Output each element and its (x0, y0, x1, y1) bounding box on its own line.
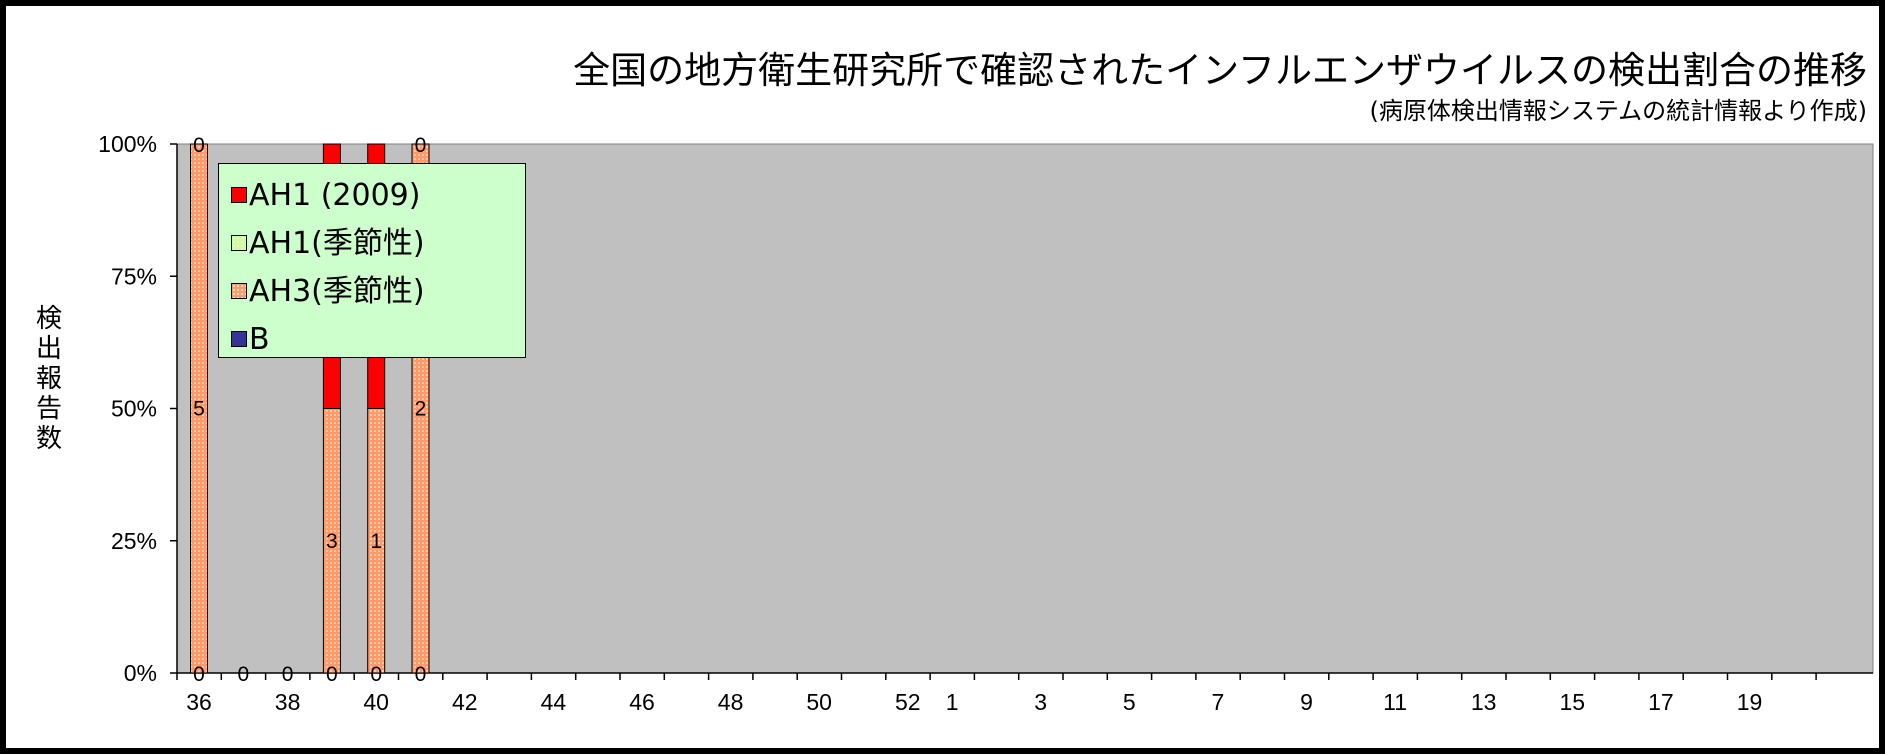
y-axis-title-char: 告 (36, 394, 62, 424)
data-label: 0 (415, 134, 427, 157)
y-axis-title-char: 検 (36, 304, 62, 334)
y-tick-label: 75% (111, 263, 157, 289)
x-tick-label: 7 (1212, 689, 1225, 715)
data-label: 3 (326, 530, 338, 553)
legend-swatch (231, 331, 247, 347)
legend-swatch (231, 187, 247, 203)
data-label: 1 (370, 530, 382, 553)
x-tick-label: 1 (946, 689, 959, 715)
x-tick-label: 42 (452, 689, 478, 715)
y-axis-title-char: 数 (36, 424, 62, 454)
chart-title: 全国の地方衛生研究所で確認されたインフルエンザウイルスの検出割合の推移 (573, 49, 1867, 92)
y-axis-title-char: 報 (36, 364, 62, 394)
legend-label: AH3(季節性) (249, 274, 425, 309)
y-tick-label: 25% (111, 528, 157, 554)
y-tick-label: 100% (98, 131, 157, 157)
data-label: 5 (193, 398, 205, 421)
legend-label: B (249, 322, 270, 357)
x-tick-label: 9 (1300, 689, 1313, 715)
x-tick-label: 19 (1737, 689, 1763, 715)
data-label: 0 (193, 663, 205, 686)
x-tick-label: 15 (1560, 689, 1586, 715)
x-tick-label: 17 (1648, 689, 1674, 715)
chart-legend: AH1 (2009) AH1(季節性) AH3(季節性) B (218, 163, 526, 358)
legend-label: AH1 (2009) (249, 178, 421, 213)
data-label: 0 (326, 663, 338, 686)
data-label: 0 (237, 663, 249, 686)
x-tick-label: 36 (186, 689, 212, 715)
data-label: 0 (415, 663, 427, 686)
y-axis-title-char: 出 (36, 334, 62, 364)
x-tick-label: 40 (363, 689, 389, 715)
legend-item: AH1 (2009) (231, 172, 525, 220)
legend-label: AH1(季節性) (249, 226, 425, 261)
y-tick-label: 0% (124, 660, 157, 686)
x-tick-label: 50 (806, 689, 832, 715)
legend-swatch (231, 283, 247, 299)
legend-item: AH3(季節性) (231, 268, 525, 316)
x-tick-label: 46 (629, 689, 655, 715)
x-tick-label: 13 (1471, 689, 1497, 715)
chart-subtitle: (病原体検出情報システムの統計情報より作成) (1369, 97, 1867, 125)
bar-segment (190, 143, 208, 674)
x-tick-label: 48 (718, 689, 744, 715)
x-tick-label: 11 (1383, 689, 1407, 715)
legend-item: AH1(季節性) (231, 220, 525, 268)
x-tick-label: 44 (541, 689, 567, 715)
data-label: 0 (282, 663, 294, 686)
legend-item: B (231, 316, 525, 364)
x-tick-label: 52 (895, 689, 921, 715)
legend-swatch (231, 235, 247, 251)
data-label: 0 (193, 134, 205, 157)
data-label: 0 (370, 663, 382, 686)
x-tick-label: 5 (1123, 689, 1136, 715)
data-label: 2 (415, 398, 427, 421)
x-tick-label: 3 (1034, 689, 1047, 715)
y-tick-label: 50% (111, 396, 157, 422)
x-tick-label: 38 (275, 689, 301, 715)
